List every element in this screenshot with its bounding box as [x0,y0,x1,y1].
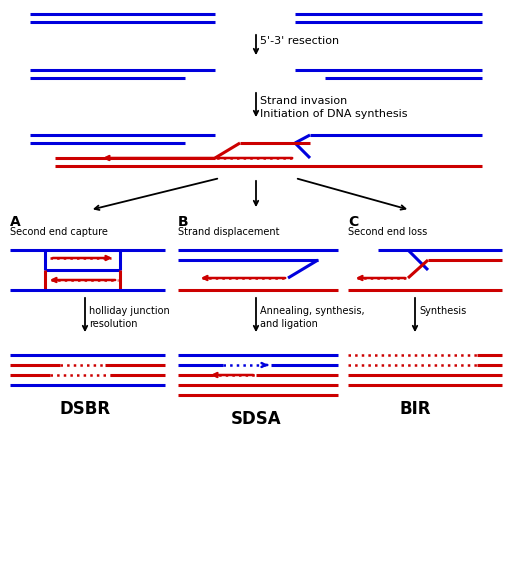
Text: Strand displacement: Strand displacement [178,227,280,237]
Text: Initiation of DNA synthesis: Initiation of DNA synthesis [260,109,408,119]
Text: Second end capture: Second end capture [10,227,108,237]
Text: Annealing, synthesis,: Annealing, synthesis, [260,306,365,316]
Text: Strand invasion: Strand invasion [260,96,347,106]
Text: and ligation: and ligation [260,319,318,329]
Text: DSBR: DSBR [59,400,111,418]
Text: resolution: resolution [89,319,138,329]
Text: SDSA: SDSA [231,410,281,428]
Text: B: B [178,215,188,229]
Text: Synthesis: Synthesis [419,306,466,316]
Text: 5'-3' resection: 5'-3' resection [260,36,339,46]
Text: C: C [348,215,358,229]
Text: holliday junction: holliday junction [89,306,170,316]
Text: BIR: BIR [399,400,431,418]
Text: A: A [10,215,21,229]
Text: Second end loss: Second end loss [348,227,427,237]
